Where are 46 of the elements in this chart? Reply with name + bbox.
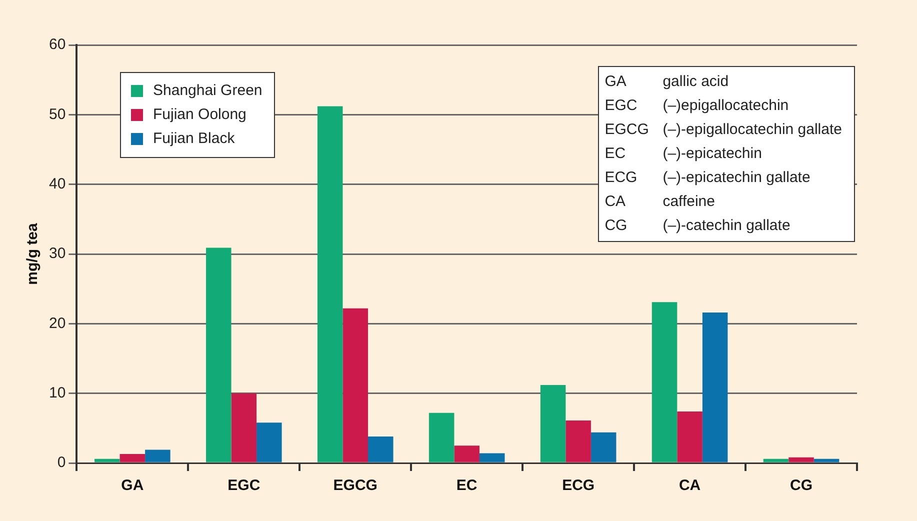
bar [231, 393, 257, 462]
x-tick-label: CA [678, 477, 701, 494]
bar [120, 454, 146, 462]
y-tick-label: 0 [57, 454, 66, 472]
bar [652, 302, 678, 462]
bar [566, 420, 591, 462]
bar [540, 384, 566, 462]
bar [145, 450, 170, 462]
bar [342, 308, 368, 462]
y-tick-label: 60 [48, 36, 66, 54]
y-tick-label: 40 [48, 175, 66, 192]
text: ECG (–)-epicatechin gallate [604, 169, 810, 186]
legend-label: Shanghai Green [153, 81, 262, 101]
x-tick-label: EC [456, 477, 478, 494]
bar [479, 453, 505, 462]
bar [788, 457, 814, 462]
x-tick-label: EGCG [333, 477, 378, 494]
x-tick-label: ECG [562, 477, 595, 494]
annotation: EGCG (–)-epigallocatechin gallate [604, 120, 842, 140]
y-tick-label: 30 [48, 245, 66, 262]
bar [454, 446, 480, 462]
text: EGC (–)epigallocatechin [604, 97, 789, 114]
bar [94, 458, 120, 462]
bar [206, 248, 232, 462]
bar [256, 422, 282, 462]
legend-label: Fujian Oolong [153, 105, 246, 125]
bar [677, 411, 702, 462]
text: CA caffeine [604, 193, 715, 210]
y-tick-label: 20 [48, 314, 66, 332]
legend-label: Fujian Black [153, 129, 235, 149]
text: GA gallic acid [604, 73, 729, 90]
bar [702, 312, 728, 462]
bar [428, 412, 454, 462]
x-tick-label: EGC [228, 477, 260, 494]
bar [368, 436, 394, 462]
x-tick-label: CG [790, 477, 813, 494]
text: CG (–)-catechin gallate [604, 217, 790, 234]
bar [763, 458, 789, 462]
y-tick-label: 50 [48, 106, 66, 123]
y-tick-label: 10 [48, 384, 66, 402]
bar [814, 458, 840, 462]
bar [317, 106, 343, 462]
x-tick-label: GA [121, 477, 144, 494]
y-axis-title: mg/g tea [24, 222, 42, 285]
text: EC (–)-epicatechin [604, 145, 762, 162]
bar [590, 432, 616, 462]
